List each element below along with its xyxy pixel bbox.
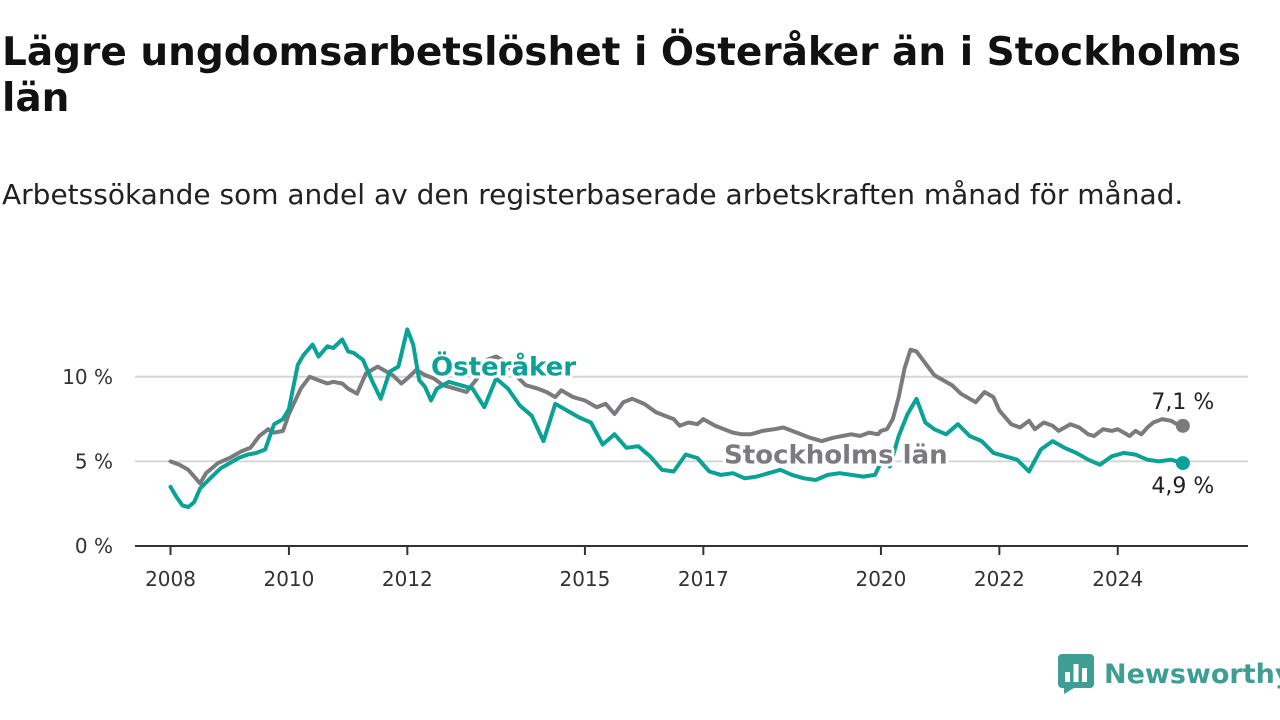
x-tick-label: 2010 <box>263 567 314 591</box>
x-axis-ticks: 2008 2010 2012 2015 2017 2020 2022 2024 <box>145 546 1143 591</box>
series-line-osteraker <box>168 327 1185 510</box>
newsworthy-logo-text: Newsworthy <box>1104 658 1280 690</box>
series-line-stockholms-lan <box>168 347 1185 486</box>
y-tick-label: 10 % <box>62 365 113 389</box>
series-end-point-stockholms-lan <box>1175 418 1190 433</box>
x-tick-label: 2012 <box>382 567 433 591</box>
x-tick-label: 2008 <box>145 567 196 591</box>
y-axis-ticks: 0 % 5 % 10 % <box>62 365 113 558</box>
x-tick-label: 2022 <box>974 567 1025 591</box>
x-tick-label: 2015 <box>559 567 610 591</box>
newsworthy-logo-icon <box>1058 654 1094 694</box>
chart-title: Lägre ungdomsarbetslöshet i Österåker än… <box>2 30 1242 121</box>
end-value-osteraker: 4,9 % <box>1151 474 1214 499</box>
y-tick-label: 5 % <box>75 449 113 473</box>
chart-subtitle: Arbetssökande som andel av den registerb… <box>2 178 1184 211</box>
x-tick-label: 2024 <box>1092 567 1143 591</box>
series-label-stockholms-lan: Stockholms län <box>724 440 948 470</box>
y-tick-label: 0 % <box>75 534 113 558</box>
series-label-osteraker: Österåker <box>431 349 576 382</box>
x-tick-label: 2020 <box>855 567 906 591</box>
x-tick-label: 2017 <box>678 567 729 591</box>
newsworthy-logo: Newsworthy <box>1058 652 1280 696</box>
series-end-point-osteraker <box>1175 456 1190 471</box>
series-labels: Stockholms län Österåker 7,1 % 4,9 % <box>428 346 1217 501</box>
gridlines <box>135 375 1248 463</box>
series-lines <box>168 327 1190 510</box>
end-value-stockholms-lan: 7,1 % <box>1151 390 1214 415</box>
